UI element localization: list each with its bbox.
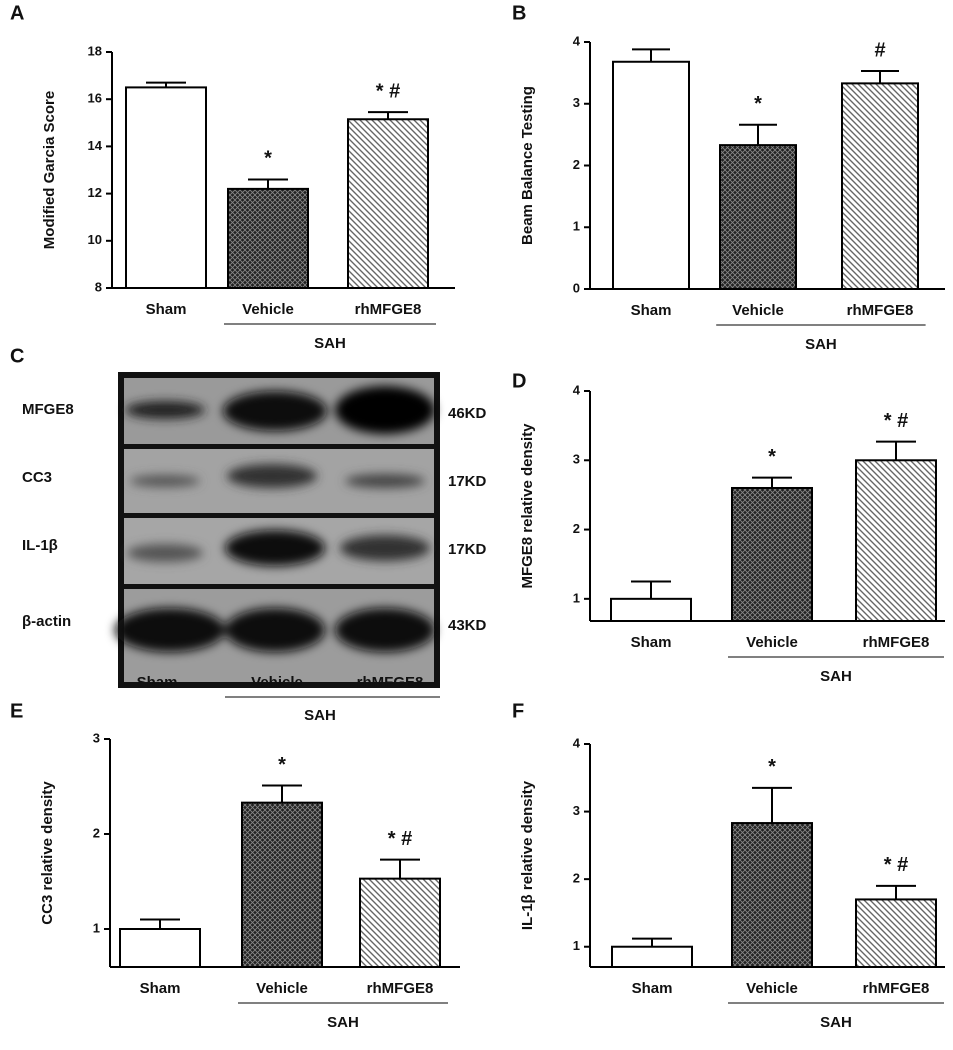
band-name: CC3: [22, 469, 52, 486]
bar: [119, 928, 201, 968]
band-size: 46KD: [448, 405, 487, 422]
band-name: IL-1β: [22, 537, 58, 554]
significance: * #: [388, 828, 412, 850]
blot-panel: C: [10, 345, 440, 688]
bar: [611, 945, 693, 969]
y-tick-label: 3: [573, 95, 580, 110]
bar: [855, 898, 937, 969]
y-tick-label: 3: [93, 730, 100, 745]
significance: *: [264, 148, 272, 170]
group-label: SAH: [327, 1014, 359, 1031]
x-tick-label: Sham: [631, 302, 672, 319]
bar: [347, 118, 429, 290]
y-tick-label: 18: [88, 43, 102, 58]
y-axis-label: CC3 relative density: [39, 781, 56, 925]
panel-label: F: [512, 700, 524, 722]
bar: [125, 86, 207, 290]
bar: [731, 486, 813, 622]
bar: [719, 144, 797, 290]
y-tick-label: 2: [93, 825, 100, 840]
group-label: SAH: [304, 707, 336, 724]
y-axis-label: Beam Balance Testing: [519, 86, 536, 245]
x-tick-label: rhMFGE8: [355, 301, 422, 318]
y-axis-label: MFGE8 relative density: [519, 423, 536, 589]
significance: *: [754, 93, 762, 115]
significance: *: [278, 754, 286, 776]
x-tick-label: Vehicle: [746, 980, 798, 997]
lane-label: Sham: [137, 674, 178, 691]
panel-label: A: [10, 2, 24, 24]
group-label: SAH: [314, 335, 346, 352]
bar: [731, 822, 813, 969]
x-tick-label: Sham: [631, 634, 672, 651]
bar: [227, 187, 309, 290]
band-size: 43KD: [448, 617, 487, 634]
significance: *: [768, 446, 776, 468]
significance: * #: [884, 410, 908, 432]
lane-label: rhMFGE8: [357, 674, 424, 691]
bar: [241, 801, 323, 969]
significance: * #: [884, 854, 908, 876]
bar: [359, 877, 441, 969]
band-name: MFGE8: [22, 401, 74, 418]
y-axis-label: Modified Garcia Score: [41, 91, 58, 249]
panel-label: D: [512, 370, 526, 392]
panel-label: E: [10, 700, 23, 722]
band-name: β-actin: [22, 613, 71, 630]
x-tick-label: Vehicle: [732, 302, 784, 319]
y-tick-label: 1: [573, 219, 580, 234]
band-size: 17KD: [448, 541, 487, 558]
x-tick-label: Vehicle: [746, 634, 798, 651]
bar: [855, 459, 937, 622]
x-tick-label: Sham: [146, 301, 187, 318]
y-tick-label: 12: [88, 185, 102, 200]
panel-label: C: [10, 345, 24, 367]
significance: #: [874, 39, 885, 61]
significance: *: [768, 756, 776, 778]
bar: [841, 82, 919, 290]
panel-label: B: [512, 2, 526, 24]
y-tick-label: 2: [573, 157, 580, 172]
bar: [612, 60, 690, 291]
x-tick-label: rhMFGE8: [863, 634, 930, 651]
y-tick-label: 3: [573, 803, 580, 818]
y-tick-label: 10: [88, 232, 102, 247]
group-label: SAH: [805, 336, 837, 353]
y-tick-label: 2: [573, 871, 580, 886]
group-label: SAH: [820, 1014, 852, 1031]
x-tick-label: Sham: [632, 980, 673, 997]
x-tick-label: Vehicle: [256, 980, 308, 997]
y-tick-label: 14: [88, 138, 103, 153]
band-size: 17KD: [448, 473, 487, 490]
x-tick-label: rhMFGE8: [367, 980, 434, 997]
y-tick-label: 4: [573, 735, 581, 750]
y-tick-label: 1: [573, 938, 580, 953]
bar: [610, 597, 692, 622]
group-label: SAH: [820, 668, 852, 685]
blot-strips: [115, 378, 435, 682]
y-tick-label: 1: [573, 590, 580, 605]
y-tick-label: 3: [573, 452, 580, 467]
y-tick-label: 2: [573, 521, 580, 536]
x-tick-label: Sham: [140, 980, 181, 997]
y-tick-label: 4: [573, 33, 581, 48]
significance: * #: [376, 80, 400, 102]
x-tick-label: Vehicle: [242, 301, 294, 318]
y-axis-label: IL-1β relative density: [519, 780, 536, 930]
x-tick-label: rhMFGE8: [847, 302, 914, 319]
x-tick-label: rhMFGE8: [863, 980, 930, 997]
y-tick-label: 16: [88, 91, 102, 106]
y-tick-label: 1: [93, 920, 100, 935]
y-tick-label: 4: [573, 382, 581, 397]
y-tick-label: 0: [573, 280, 580, 295]
lane-label: Vehicle: [251, 674, 303, 691]
y-tick-label: 8: [95, 279, 102, 294]
